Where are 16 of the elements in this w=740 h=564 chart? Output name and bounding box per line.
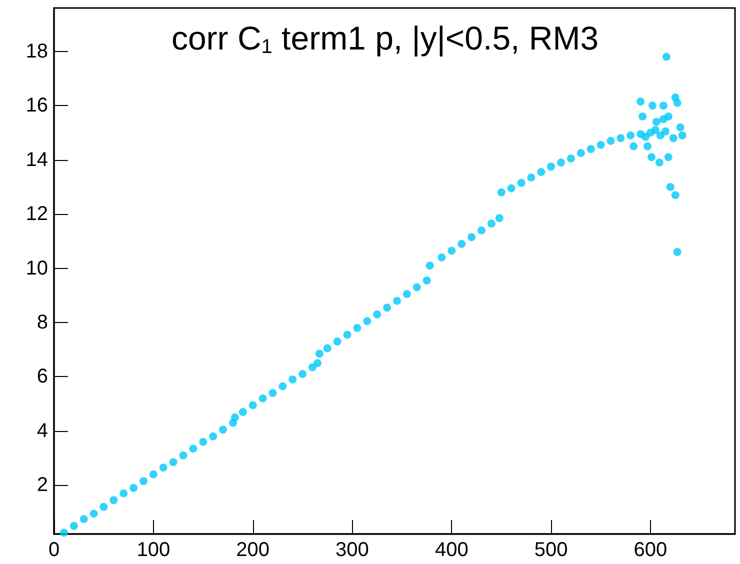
y-tick-label: 6 [36, 366, 48, 388]
x-tick-label: 0 [48, 539, 60, 561]
x-tick-label: 300 [336, 539, 369, 561]
x-tick-label: 600 [634, 539, 668, 561]
x-tick-label: 200 [236, 539, 270, 561]
y-tick-label: 14 [26, 148, 48, 171]
y-tick-label: 4 [36, 420, 48, 442]
y-tick-label: 2 [36, 474, 48, 496]
y-tick-label: 18 [26, 40, 48, 62]
y-tick-label: 10 [26, 257, 48, 280]
y-tick-label: 8 [36, 312, 48, 334]
x-tick-label: 500 [534, 539, 568, 561]
x-tick-label: 100 [136, 539, 170, 561]
y-tick-label: 16 [26, 94, 48, 117]
x-tick-label: 400 [434, 539, 468, 561]
y-tick-label: 12 [26, 203, 48, 226]
